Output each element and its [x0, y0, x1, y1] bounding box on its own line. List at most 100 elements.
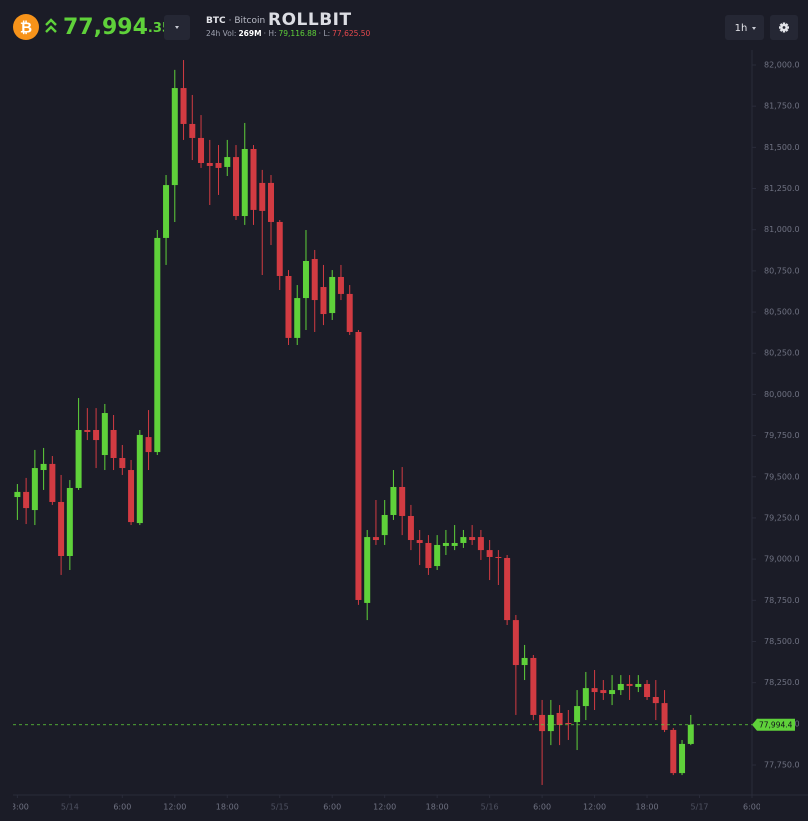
x-tick-label: 5/14 [61, 803, 79, 812]
y-tick-label: 79,000.0 [764, 555, 800, 564]
candle-body [600, 690, 607, 694]
candle-body [486, 550, 493, 557]
high-label: · H: [264, 29, 277, 38]
last-price-label: 77,994.4 [759, 720, 793, 729]
volume: 269M [238, 29, 261, 38]
candle-body [250, 148, 257, 210]
y-tick-label: 82,000.0 [764, 60, 800, 69]
y-tick-label: 79,250.0 [764, 513, 800, 522]
y-tick-label: 80,750.0 [764, 266, 800, 275]
candle-body [512, 620, 519, 666]
pair-name: · Bitcoin [229, 16, 266, 26]
candle-body [399, 486, 406, 516]
candle-body [311, 259, 318, 301]
candle-body [40, 463, 47, 471]
x-tick-label: 5/17 [691, 803, 709, 812]
candle-body [136, 434, 143, 524]
candle-body [75, 429, 82, 488]
candle-body [329, 276, 336, 314]
y-tick-label: 81,000.0 [764, 225, 800, 234]
low-label: · L: [319, 29, 330, 38]
candle-body [189, 123, 196, 138]
y-tick-label: 81,750.0 [764, 102, 800, 111]
candle-body [224, 157, 231, 167]
candle-body [661, 703, 668, 730]
y-tick-label: 80,250.0 [764, 349, 800, 358]
candle-body [582, 688, 589, 707]
interval-button[interactable] [725, 15, 764, 40]
dropdown-arrow [175, 26, 179, 29]
pair: BTC · Bitcoin [206, 16, 265, 26]
candle-body [381, 514, 388, 536]
x-tick-label: 6:00 [113, 803, 131, 812]
candle-body [364, 537, 371, 603]
price-integer: 77,994 [63, 15, 148, 40]
candle-body [128, 470, 135, 523]
pair-symbol: BTC [206, 16, 226, 26]
candle-body [241, 148, 248, 217]
y-tick-label: 81,500.0 [764, 143, 800, 152]
candle-body [687, 724, 694, 744]
candle-body [469, 537, 476, 541]
price: 77,994.35 [63, 15, 171, 40]
last-price-tag [752, 718, 795, 731]
y-tick-label: 78,750.0 [764, 596, 800, 605]
y-tick-label: 77,750.0 [764, 761, 800, 770]
candle-body [180, 88, 187, 124]
x-tick-label: 18:00 [636, 803, 659, 812]
x-tick-label: 12:00 [373, 803, 396, 812]
candle-body [14, 491, 21, 498]
candle-body [609, 690, 616, 695]
candle-body [565, 723, 572, 725]
coin-icon-symbol: ₿ [20, 19, 32, 37]
candle-body [390, 486, 397, 515]
x-tick-label: 18:00 [6, 803, 29, 812]
x-tick-label: 12:00 [163, 803, 186, 812]
candle-body [276, 221, 283, 276]
candle-body [84, 429, 91, 432]
candle-body [346, 293, 353, 332]
brand-logo: ROLLBIT [268, 10, 352, 30]
candle-body [372, 537, 379, 541]
candle-body [617, 683, 624, 691]
candle-body [626, 683, 633, 686]
x-tick-label: 18:00 [216, 803, 239, 812]
candle-body [635, 683, 642, 687]
candle-body [23, 491, 30, 509]
x-tick-label: 6:00 [533, 803, 551, 812]
candle-body [416, 540, 423, 543]
candle-body [285, 275, 292, 338]
candle-body [66, 487, 73, 557]
candle-body [49, 463, 56, 502]
candle-body [556, 712, 563, 725]
candle-body [58, 501, 65, 557]
candle-body [145, 437, 152, 453]
low: 77,625.50 [332, 29, 370, 38]
interval: 1h [735, 23, 748, 34]
trend-icon [45, 18, 57, 33]
candle-body [407, 515, 414, 541]
coin-icon [13, 14, 39, 40]
candle-body [530, 657, 537, 715]
y-tick-label: 79,500.0 [764, 472, 800, 481]
y-tick-label: 80,500.0 [764, 308, 800, 317]
candle-body [215, 162, 222, 168]
x-tick-label: 18:00 [426, 803, 449, 812]
candle-body [477, 537, 484, 551]
candle-body [521, 657, 528, 666]
candle-body [679, 743, 686, 774]
candle-body [539, 714, 546, 732]
candle-body [110, 429, 117, 458]
candle-body [206, 162, 213, 166]
candle-body [355, 331, 362, 600]
x-tick-label: 5/16 [481, 803, 499, 812]
y-tick-label: 79,750.0 [764, 431, 800, 440]
x-tick-label: 5/15 [271, 803, 289, 812]
candle-body [644, 683, 651, 697]
interval-arrow [752, 27, 756, 30]
time-axis: 18:00 5/14 6:00 12:00 18:00 5/15 6:00 12:00 18:0… [6, 795, 760, 812]
candle-body [591, 688, 598, 693]
candle-body [574, 706, 581, 723]
candle-body [233, 157, 240, 217]
